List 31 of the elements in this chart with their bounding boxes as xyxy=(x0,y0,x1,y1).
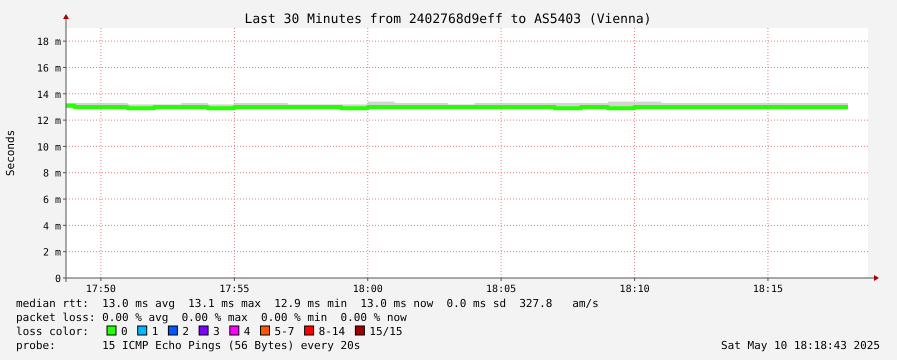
y-tick-label: 0 xyxy=(54,274,61,285)
legend-label: 2 xyxy=(182,325,190,338)
y-axis-title: Seconds xyxy=(4,130,17,176)
x-tick-label: 18:15 xyxy=(752,284,784,295)
y-tick-label: 10 m xyxy=(36,142,61,154)
y-tick-label: 2 m xyxy=(42,248,61,259)
y-tick-label: 12 m xyxy=(36,116,61,128)
x-tick-label: 17:50 xyxy=(86,284,116,295)
y-tick-label: 14 m xyxy=(36,90,61,101)
text: packet loss: 0.00 % avg 0.00 % max 0.00 % min 0.00 % now xyxy=(16,311,408,324)
legend-label: 4 xyxy=(244,325,251,338)
x-tick-label: 17:55 xyxy=(219,284,250,295)
y-tick-label: 4 m xyxy=(42,221,61,232)
text: median rtt: 13.0 ms avg 13.1 ms max 12.9 ms min 13.0 ms now 0.0 ms sd 327.8 am/s xyxy=(16,297,599,310)
chart-title: Last 30 Minutes from 2402768d9eff to AS5403 (Vienna) xyxy=(244,12,652,27)
legend-label: 3 xyxy=(213,325,220,338)
y-tick-label: 6 m xyxy=(42,195,61,206)
y-tick-label: 18 m xyxy=(36,37,61,48)
x-tick-label: 18:00 xyxy=(352,284,383,295)
x-tick-label: 18:10 xyxy=(620,284,650,295)
legend-label: 15/15 xyxy=(369,325,403,338)
legend-title: loss color: xyxy=(16,325,89,338)
y-tick-label: 16 m xyxy=(36,63,61,74)
legend-label: 8-14 xyxy=(318,325,346,338)
text: Sat May 10 18:18:43 2025 xyxy=(721,339,880,352)
y-tick-label: 8 m xyxy=(42,168,61,180)
legend-label: 1 xyxy=(152,325,158,338)
legend-label: 5-7 xyxy=(274,325,294,338)
legend-label: 0 xyxy=(121,325,128,338)
x-tick-label: 18:05 xyxy=(486,284,516,295)
text: probe: 15 ICMP Echo Pings (56 Bytes) every 20s xyxy=(16,339,360,352)
